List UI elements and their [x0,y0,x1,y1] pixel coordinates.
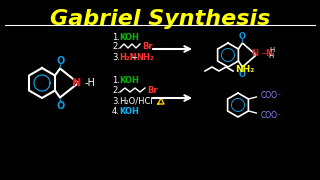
Text: H: H [269,47,274,53]
Text: H₂O/HCl: H₂O/HCl [119,96,153,105]
Text: COO⁻: COO⁻ [260,111,281,120]
Text: 1.: 1. [112,33,120,42]
Text: KOH: KOH [119,107,139,116]
Text: N: N [252,48,259,57]
Text: KOH: KOH [119,75,139,84]
Text: -H: -H [85,78,96,88]
Text: H₂N: H₂N [119,53,137,62]
Text: NH₂: NH₂ [136,53,154,62]
Text: Br: Br [142,42,153,51]
Text: ─: ─ [131,53,136,62]
Text: 3.: 3. [112,96,120,105]
Text: COO⁻: COO⁻ [260,91,281,100]
Text: Br: Br [147,86,158,94]
Text: KOH: KOH [119,33,139,42]
Text: 2.: 2. [112,42,120,51]
Text: O: O [57,100,65,111]
Text: N: N [72,78,82,88]
Text: O: O [57,55,65,66]
Text: 3.: 3. [112,53,120,62]
Text: ─N: ─N [261,48,273,57]
Text: 2.: 2. [112,86,120,94]
Text: 4.: 4. [112,107,120,116]
Text: Gabriel Synthesis: Gabriel Synthesis [50,9,270,29]
Text: O: O [239,69,246,78]
Text: H: H [268,53,273,59]
Text: 1.: 1. [112,75,120,84]
Text: O: O [239,31,246,40]
Text: NH₂: NH₂ [235,64,254,73]
